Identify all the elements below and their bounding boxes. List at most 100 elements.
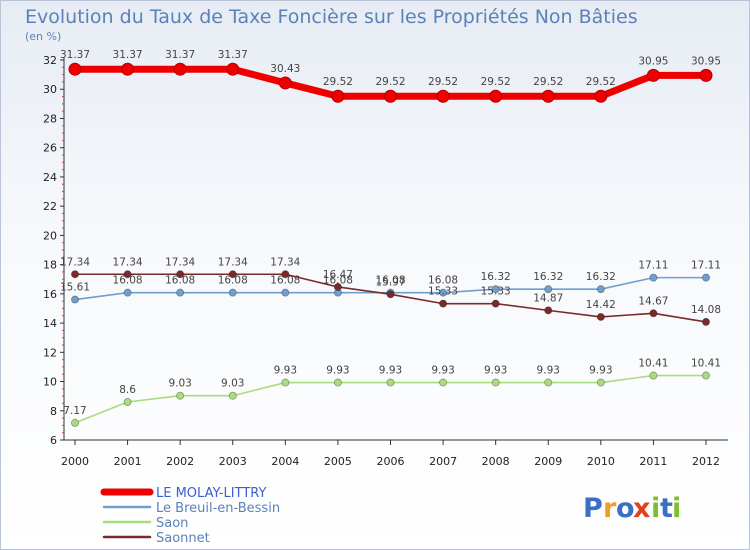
data-label: 9.03 (168, 378, 191, 390)
data-point (333, 282, 342, 291)
data-point (436, 89, 450, 103)
data-label: 9.93 (326, 365, 349, 377)
data-point (176, 391, 185, 400)
data-label: 9.93 (379, 365, 402, 377)
data-label: 15.97 (375, 276, 405, 288)
data-point (226, 62, 240, 76)
y-tick-label: 24 (43, 171, 57, 184)
data-label: 16.08 (323, 275, 353, 287)
y-tick-label: 26 (43, 142, 57, 155)
logo-letter: P (583, 493, 603, 524)
data-point (386, 378, 395, 387)
data-point (281, 378, 290, 387)
data-point (439, 299, 448, 308)
data-point (123, 270, 132, 279)
series-layer: 31.37 31.37 31.37 31.37 30.43 29.52 29.52 29.52… (60, 49, 721, 427)
data-point (646, 68, 660, 82)
data-label: 17.11 (691, 260, 721, 272)
data-point (702, 273, 711, 282)
logo-letter: o (616, 493, 635, 524)
data-point (281, 288, 290, 297)
data-point (68, 62, 82, 76)
data-label: 29.52 (481, 76, 511, 88)
data-label: 16.32 (481, 271, 511, 283)
data-label: 14.42 (586, 299, 616, 311)
data-label: 17.34 (113, 256, 143, 268)
data-label: 14.08 (691, 304, 721, 316)
y-tick-label: 6 (50, 434, 57, 447)
data-label: 15.33 (428, 286, 458, 298)
data-label: 16.08 (113, 275, 143, 287)
y-axis-label: (en %) (25, 30, 61, 43)
data-point (176, 270, 185, 279)
data-label: 15.61 (60, 282, 90, 294)
data-point (544, 285, 553, 294)
data-label: 10.41 (691, 358, 721, 370)
data-point (228, 288, 237, 297)
data-label: 16.08 (218, 275, 248, 287)
y-tick-label: 28 (43, 112, 57, 125)
data-label: 9.93 (484, 365, 507, 377)
data-label: 31.37 (165, 49, 195, 61)
data-point (649, 309, 658, 318)
logo-letter: r (603, 493, 617, 524)
data-point (331, 89, 345, 103)
data-label: 29.52 (375, 76, 405, 88)
data-label: 31.37 (218, 49, 248, 61)
x-tick-label: 2008 (482, 455, 510, 468)
x-tick-label: 2005 (324, 455, 352, 468)
data-label: 9.93 (537, 365, 560, 377)
data-label: 17.11 (638, 260, 668, 272)
data-label: 17.34 (165, 256, 195, 268)
x-tick-label: 2002 (166, 455, 194, 468)
data-point (439, 378, 448, 387)
x-tick-label: 2007 (429, 455, 457, 468)
x-tick-label: 2011 (639, 455, 667, 468)
legend-label: Saonnet (156, 531, 210, 546)
series-2: 7.17 8.6 9.03 9.03 9.93 9.93 9.93 9.93 9.93 9.93 9… (63, 358, 721, 427)
data-point (228, 391, 237, 400)
x-tick-label: 2009 (534, 455, 562, 468)
data-point (384, 89, 397, 103)
y-tick-label: 20 (43, 229, 57, 242)
data-point (176, 288, 185, 297)
data-label: 16.08 (375, 275, 405, 287)
y-tick-label: 30 (43, 83, 57, 96)
axes: 6 8 10 12 14 16 18 20 22 24 26 28 30 32 2000 2001 2002 20… (43, 54, 728, 468)
data-point (596, 285, 605, 294)
x-tick-label: 2012 (692, 455, 720, 468)
data-point (333, 378, 342, 387)
x-tick-label: 2000 (61, 455, 89, 468)
y-tick-label: 22 (43, 200, 57, 213)
data-point (544, 306, 553, 315)
data-label: 29.52 (586, 76, 616, 88)
legend-label: LE MOLAY-LITTRY (156, 486, 266, 501)
data-point (491, 299, 500, 308)
data-label: 14.87 (533, 292, 563, 304)
data-label: 29.52 (428, 76, 458, 88)
data-point (544, 378, 553, 387)
data-label: 30.95 (638, 55, 668, 67)
data-point (702, 371, 711, 380)
data-label: 14.67 (638, 295, 668, 307)
logo-letter: x (633, 493, 650, 524)
logo-letter: i (651, 493, 660, 524)
data-point (281, 270, 290, 279)
y-tick-label: 10 (43, 376, 57, 389)
x-tick-label: 2004 (271, 455, 299, 468)
data-point (649, 273, 658, 282)
data-label: 17.34 (270, 256, 300, 268)
data-point (123, 397, 132, 406)
y-tick-label: 8 (50, 405, 57, 418)
data-label: 15.33 (481, 286, 511, 298)
data-point (439, 288, 448, 297)
data-label: 7.17 (63, 405, 86, 417)
data-point (699, 68, 713, 82)
data-point (649, 371, 658, 380)
series-1: 15.61 16.08 16.08 16.08 16.08 16.08 16.08 16.08… (60, 260, 721, 304)
data-label: 9.03 (221, 378, 244, 390)
logo-letter: i (672, 493, 681, 524)
